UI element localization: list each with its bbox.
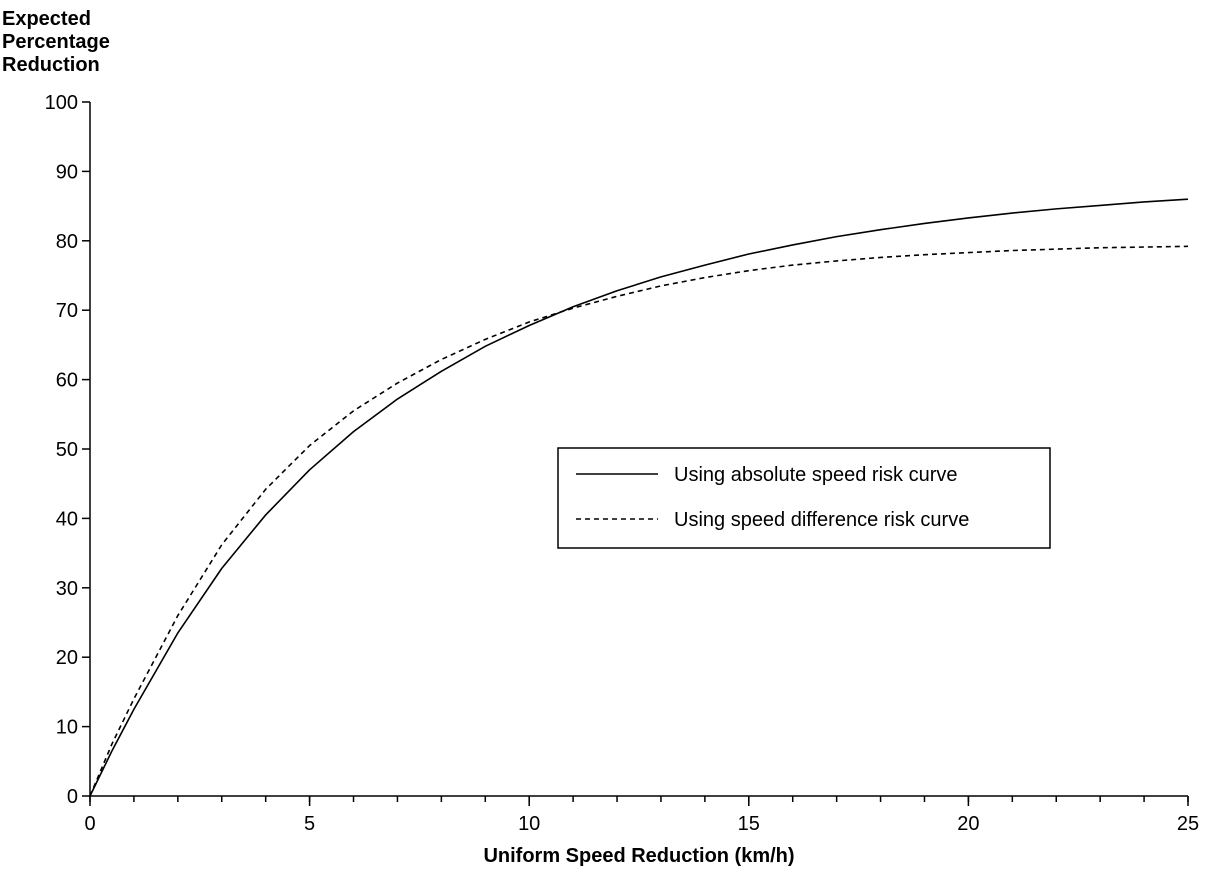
y-axis-title-line-3: Reduction — [2, 54, 100, 76]
series-layer — [89, 198, 1189, 797]
y-tick-label: 60 — [56, 370, 78, 392]
x-tick-label: 15 — [738, 813, 760, 835]
y-tick-label: 0 — [67, 786, 78, 808]
y-tick-label: 50 — [56, 439, 78, 461]
x-axis-title: Uniform Speed Reduction (km/h) — [483, 845, 795, 867]
x-tick-label: 10 — [518, 813, 540, 835]
legend-label-1: Using absolute speed risk curve — [674, 464, 957, 486]
y-tick-label: 30 — [56, 578, 78, 600]
x-tick-label: 5 — [304, 813, 315, 835]
y-tick-label: 90 — [56, 161, 78, 183]
axes: 0 10 20 30 40 50 60 70 80 90 100 0 5 10 15 20 25 — [45, 92, 1200, 835]
y-tick-label: 80 — [56, 231, 78, 253]
y-tick-label: 10 — [56, 717, 78, 739]
series-line-2 — [89, 245, 1189, 797]
y-axis-title-line-1: Expected — [2, 8, 91, 30]
legend: Using absolute speed risk curve Using spe… — [557, 447, 1051, 549]
series-line-1 — [89, 198, 1189, 797]
y-tick-label: 40 — [56, 508, 78, 530]
legend-label-2: Using speed difference risk curve — [674, 509, 969, 531]
x-tick-label: 0 — [84, 813, 95, 835]
y-tick-label: 70 — [56, 300, 78, 322]
legend-box — [557, 447, 1051, 549]
x-tick-label: 20 — [957, 813, 979, 835]
y-axis-title: Expected Percentage Reduction — [2, 8, 110, 77]
x-tick-label: 25 — [1177, 813, 1199, 835]
y-tick-label: 100 — [45, 92, 78, 114]
y-axis-title-line-2: Percentage — [2, 31, 110, 53]
y-tick-label: 20 — [56, 647, 78, 669]
